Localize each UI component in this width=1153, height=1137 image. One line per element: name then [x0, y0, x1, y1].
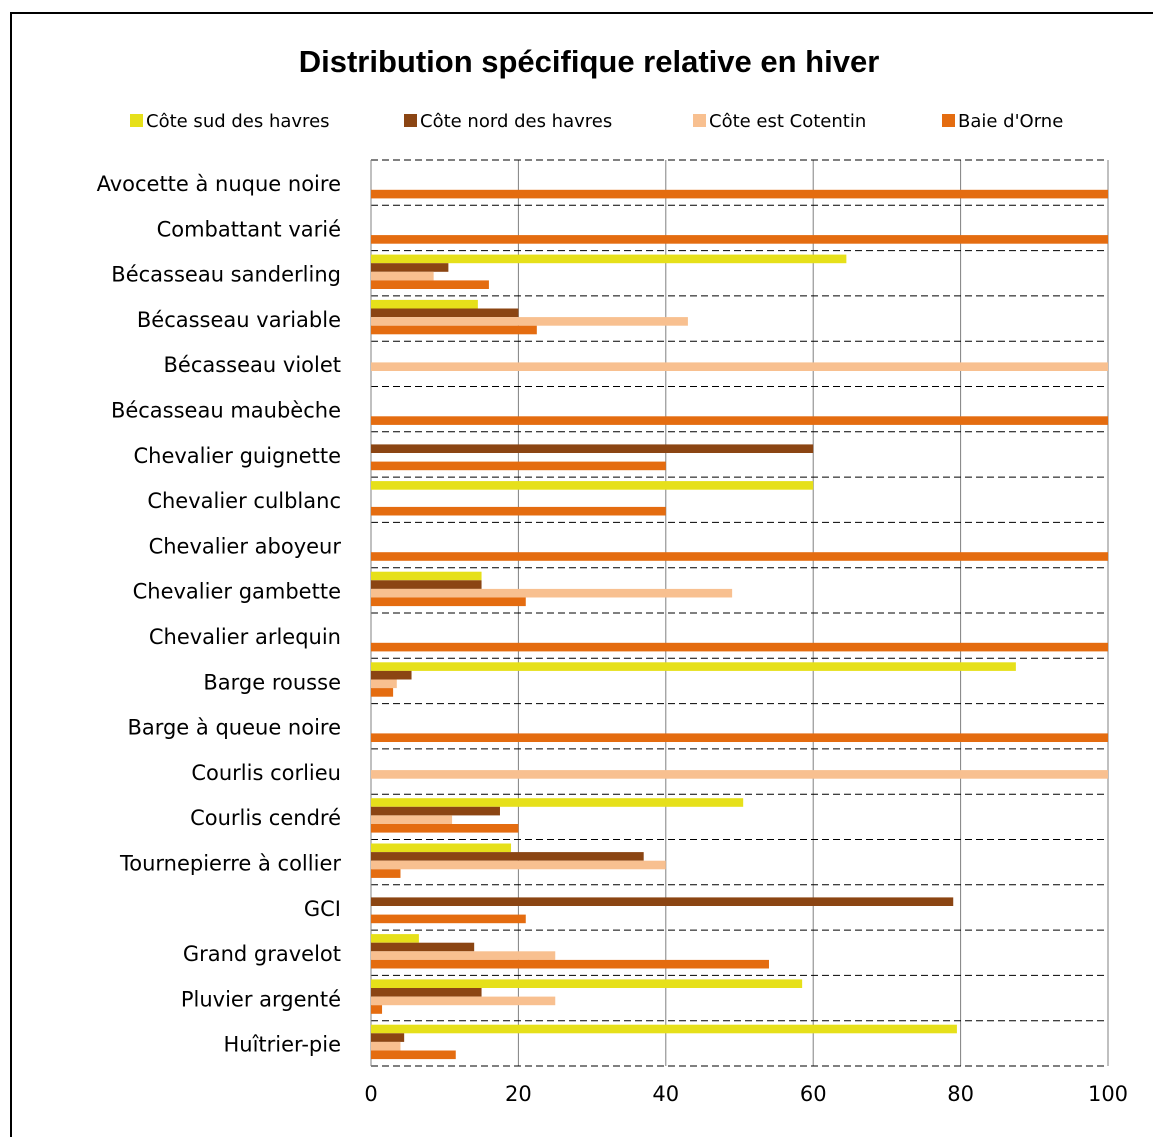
- legend-label: Côte nord des havres: [420, 111, 612, 132]
- bar: [371, 362, 1108, 371]
- category-label: Chevalier culblanc: [147, 489, 341, 513]
- bar: [371, 815, 453, 824]
- category-label: Chevalier guignette: [133, 444, 341, 468]
- legend-label: Côte sud des havres: [146, 111, 330, 132]
- bar: [371, 897, 954, 906]
- bar: [371, 1050, 456, 1060]
- bar: [371, 688, 394, 697]
- legend: Côte sud des havres Côte nord des havres C…: [130, 111, 1063, 132]
- bar: [371, 299, 478, 309]
- bar: [371, 806, 500, 816]
- legend-swatch: [404, 114, 417, 127]
- bar: [371, 1005, 383, 1014]
- bar: [371, 506, 666, 516]
- bar: [371, 1033, 405, 1042]
- category-label: Chevalier arlequin: [149, 625, 341, 649]
- category-labels: Avocette à nuque noire Combattant varié Bé…: [97, 172, 342, 1057]
- bar: [371, 996, 556, 1006]
- x-tick-label: 40: [652, 1082, 679, 1106]
- x-axis-ticks: 0 20 40 60 80 100: [364, 1082, 1128, 1106]
- bar: [371, 914, 526, 924]
- category-label: Bécasseau violet: [164, 353, 342, 377]
- bar: [371, 189, 1108, 199]
- bar: [371, 481, 814, 490]
- bar: [371, 271, 434, 281]
- bar: [371, 642, 1108, 652]
- bar: [371, 571, 482, 581]
- bar: [371, 934, 419, 943]
- category-label: Combattant varié: [157, 217, 341, 241]
- legend-swatch: [130, 114, 143, 127]
- category-label: Courlis cendré: [190, 806, 341, 830]
- category-label: Bécasseau sanderling: [111, 263, 341, 287]
- category-label: Avocette à nuque noire: [97, 172, 341, 196]
- bar: [371, 461, 666, 471]
- category-label: Bécasseau variable: [137, 308, 341, 332]
- bar: [371, 317, 688, 326]
- bar: [371, 280, 489, 289]
- x-tick-label: 80: [947, 1082, 974, 1106]
- category-label: Huîtrier-pie: [223, 1033, 341, 1057]
- category-label: Barge à queue noire: [127, 716, 341, 740]
- bar: [371, 254, 847, 264]
- category-label: Pluvier argenté: [181, 987, 341, 1011]
- legend-label: Côte est Cotentin: [709, 111, 866, 132]
- category-label: Bécasseau maubèche: [111, 399, 341, 423]
- bar: [371, 770, 1108, 779]
- category-label: GCI: [304, 897, 341, 921]
- bar: [371, 1024, 957, 1034]
- bar: [371, 325, 537, 335]
- legend-label: Baie d'Orne: [958, 111, 1063, 132]
- category-label: Grand gravelot: [183, 942, 341, 966]
- bar: [371, 597, 526, 607]
- category-label: Courlis corlieu: [191, 761, 341, 785]
- bar: [371, 852, 644, 861]
- bar: [371, 588, 733, 598]
- bar: [371, 979, 803, 988]
- bar: [371, 580, 482, 589]
- bar: [371, 263, 449, 272]
- x-tick-label: 100: [1088, 1082, 1128, 1106]
- category-label: Chevalier gambette: [133, 580, 341, 604]
- category-label: Chevalier aboyeur: [149, 534, 342, 558]
- x-tick-label: 0: [364, 1082, 377, 1106]
- bar: [371, 444, 814, 453]
- bar: [371, 942, 475, 952]
- category-label: Barge rousse: [203, 670, 341, 694]
- bar: [371, 308, 519, 318]
- bar: [371, 662, 1016, 671]
- bar: [371, 824, 519, 833]
- legend-swatch: [693, 114, 706, 127]
- gridlines: [370, 159, 1109, 1067]
- bar: [371, 679, 397, 689]
- bar: [371, 843, 512, 853]
- bar: [371, 798, 744, 807]
- bar: [371, 733, 1108, 742]
- bar: [371, 951, 556, 960]
- category-label: Tournepierre à collier: [119, 852, 341, 876]
- bar: [371, 1041, 401, 1051]
- bars: [371, 189, 1108, 1060]
- bar: [371, 860, 666, 870]
- chart-frame: [10, 12, 1153, 1137]
- bar: [371, 988, 482, 997]
- bar: [371, 959, 769, 969]
- bar: [371, 416, 1108, 425]
- chart-title: Distribution spécifique relative en hive…: [299, 44, 880, 79]
- bar: [371, 869, 401, 878]
- bar: [371, 670, 412, 680]
- x-tick-label: 60: [800, 1082, 827, 1106]
- x-tick-label: 20: [505, 1082, 532, 1106]
- bar: [371, 235, 1108, 244]
- bar: [371, 552, 1108, 561]
- legend-swatch: [942, 114, 955, 127]
